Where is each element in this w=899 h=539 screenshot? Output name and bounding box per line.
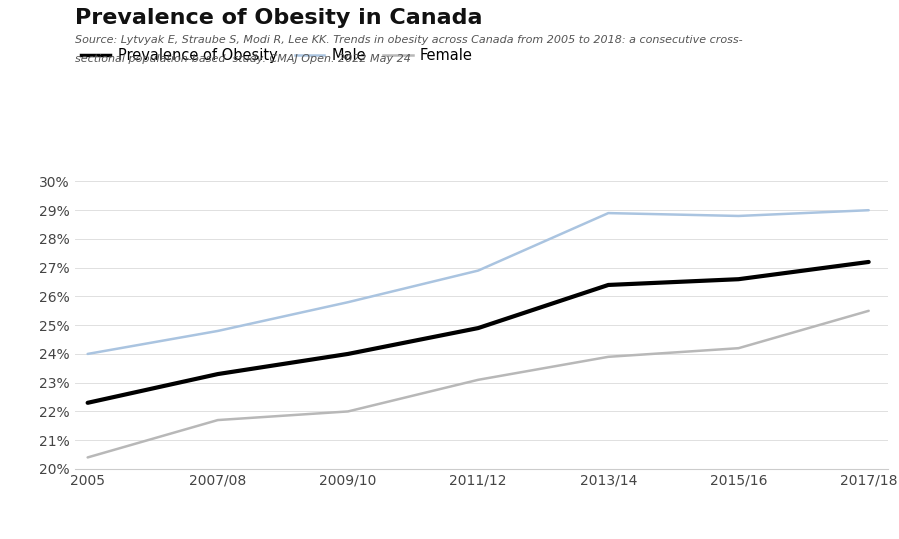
Text: sectional population-based  study. CMAJ Open. 2022 May 24: sectional population-based study. CMAJ O… — [75, 54, 411, 64]
Text: Source: Lytvyak E, Straube S, Modi R, Lee KK. Trends in obesity across Canada fr: Source: Lytvyak E, Straube S, Modi R, Le… — [75, 35, 743, 45]
Legend: Prevalence of Obesity, Male, Female: Prevalence of Obesity, Male, Female — [81, 47, 473, 63]
Text: Prevalence of Obesity in Canada: Prevalence of Obesity in Canada — [75, 8, 482, 28]
